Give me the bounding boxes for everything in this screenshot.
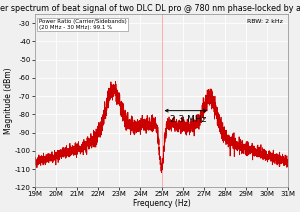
X-axis label: Frequency (Hz): Frequency (Hz)	[133, 199, 190, 208]
Title: Power spectrum of beat signal of two DLC DL pro @ 780 nm phase-locked by a FALC : Power spectrum of beat signal of two DLC…	[0, 4, 300, 13]
Text: Power Ratio (Carrier/Sidebands)
(20 MHz - 30 MHz): 99.1 %: Power Ratio (Carrier/Sidebands) (20 MHz …	[38, 19, 126, 30]
Y-axis label: Magnitude (dBm): Magnitude (dBm)	[4, 67, 13, 134]
Text: 2.3 MHz: 2.3 MHz	[170, 115, 206, 124]
Text: RBW: 2 kHz: RBW: 2 kHz	[248, 19, 283, 24]
